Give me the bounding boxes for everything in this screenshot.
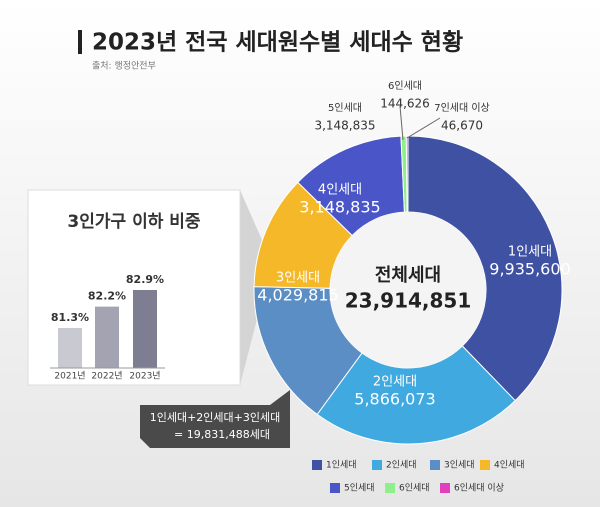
- callout-line: 1인세대+2인세대+3인세대: [150, 411, 281, 424]
- legend-swatch: [440, 483, 450, 493]
- callout-box: [140, 405, 290, 448]
- legend-swatch: [372, 460, 382, 470]
- slice-value: 144,626: [380, 97, 430, 111]
- x-tick-label: 2021년: [54, 371, 85, 382]
- center-label: 전체세대: [375, 265, 441, 286]
- slice-value: 4,029,815: [257, 286, 338, 305]
- bar: [133, 290, 157, 368]
- slice-value: 46,670: [441, 119, 483, 133]
- center-total: 23,914,851: [345, 289, 472, 313]
- legend-label: 6인세대 이상: [454, 483, 504, 494]
- legend-swatch: [480, 460, 490, 470]
- slice-value: 3,148,835: [299, 198, 380, 217]
- bar-value: 82.9%: [126, 273, 164, 286]
- leader: [399, 105, 404, 141]
- slice-label: 3인세대: [276, 271, 320, 286]
- slice-label: 6인세대: [388, 80, 422, 92]
- slice: [405, 135, 409, 213]
- legend-label: 2인세대: [386, 460, 417, 471]
- bar: [95, 306, 119, 368]
- slice-label: 4인세대: [318, 183, 362, 198]
- legend-label: 4인세대: [494, 460, 525, 471]
- slice-label: 7인세대 이상: [434, 102, 490, 114]
- legend-label: 6인세대: [399, 483, 430, 494]
- legend-swatch: [312, 460, 322, 470]
- x-tick-label: 2023년: [129, 371, 160, 382]
- slice-value: 3,148,835: [314, 119, 375, 133]
- bar-value: 82.2%: [88, 290, 126, 303]
- leader: [406, 117, 441, 139]
- bar-title: 3인가구 이하 비중: [67, 212, 201, 232]
- title-bar: [78, 30, 82, 54]
- legend-label: 3인세대: [444, 460, 475, 471]
- legend-swatch: [430, 460, 440, 470]
- slice-value: 9,935,600: [489, 260, 570, 279]
- legend-label: 5인세대: [344, 483, 375, 494]
- source: 출처: 행정안전부: [92, 60, 156, 72]
- title: 2023년 전국 세대원수별 세대수 현황: [92, 30, 463, 56]
- legend-label: 1인세대: [326, 460, 357, 471]
- x-tick-label: 2022년: [91, 371, 122, 382]
- bar-value: 81.3%: [51, 311, 89, 324]
- legend-swatch: [330, 483, 340, 493]
- donut-hole: [330, 212, 486, 368]
- slice-label: 5인세대: [328, 102, 362, 114]
- legend-swatch: [385, 483, 395, 493]
- slice-label: 1인세대: [508, 245, 552, 260]
- panel-shadow: [240, 190, 262, 385]
- callout-pointer: [270, 390, 290, 405]
- callout-line: = 19,831,488세대: [174, 428, 270, 441]
- slice-value: 5,866,073: [354, 390, 435, 409]
- slice-label: 2인세대: [373, 375, 417, 390]
- bar: [58, 328, 82, 368]
